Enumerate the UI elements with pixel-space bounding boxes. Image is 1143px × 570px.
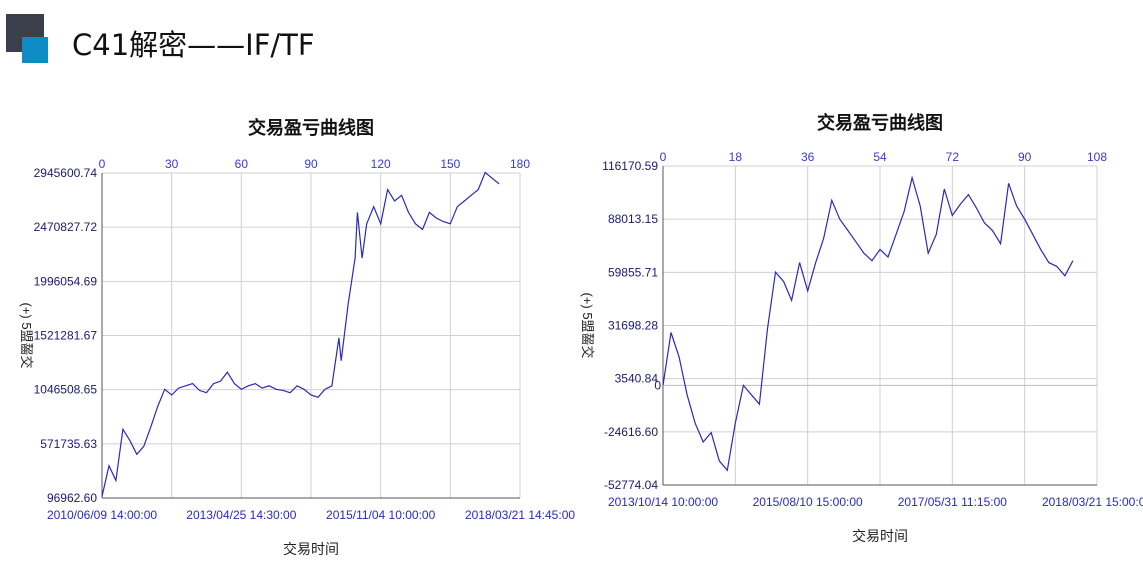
chart-panel-left: 交易盈亏曲线图 2945600.74 2470827.72 1996054.69 152…: [0, 100, 575, 566]
top-axis-tick-label: 90: [304, 157, 318, 171]
top-axis-tick-label: 0: [99, 157, 106, 171]
y-axis-label: (+) 5盟齧交: [580, 292, 595, 358]
y-tick-label: 571735.63: [40, 437, 97, 451]
y-tick-label: 59855.71: [608, 265, 658, 279]
y-tick-label: 1996054.69: [34, 274, 98, 288]
y-axis-label: (+) 5盟齧交: [19, 302, 34, 368]
top-axis-tick-label: 54: [873, 150, 887, 164]
chart-title: 交易盈亏曲线图: [248, 117, 374, 138]
y-tick-label: 88013.15: [608, 212, 658, 226]
logo-square-blue: [22, 37, 48, 63]
y-tick-label: 116170.59: [602, 159, 658, 173]
top-axis-tick-label: 90: [1018, 150, 1032, 164]
y-tick-label: 3540.84: [615, 372, 659, 386]
top-axis-tick-label: 108: [1087, 150, 1107, 164]
series-line: [662, 175, 1074, 472]
x-axis-label: 交易时间: [283, 541, 339, 557]
y-tick-label: -52774.04: [604, 478, 658, 492]
top-axis-tick-label: 60: [235, 157, 249, 171]
series-line: [101, 171, 500, 497]
y-tick-label: 31698.28: [608, 319, 658, 333]
top-axis-tick-label: 18: [729, 150, 743, 164]
chart-panel-right: 交易盈亏曲线图 116170.59 88013.15 59855.71 31698.28…: [575, 100, 1143, 566]
y-tick-label: 1046508.65: [34, 383, 98, 397]
x-tick-label: 2017/05/31 11:15:00: [898, 495, 1008, 509]
top-axis-tick-label: 150: [440, 157, 460, 171]
x-tick-label: 2015/11/04 10:00:00: [326, 508, 436, 522]
top-axis-tick-label: 180: [510, 157, 530, 171]
x-tick-label: 2010/06/09 14:00:00: [47, 508, 157, 522]
y-tick-label: 1521281.67: [34, 329, 98, 343]
top-axis-tick-label: 36: [801, 150, 815, 164]
zero-label: 0: [654, 378, 661, 392]
chart-right: 交易盈亏曲线图 116170.59 88013.15 59855.71 31698.28…: [580, 112, 1143, 544]
top-axis-tick-label: 120: [371, 157, 391, 171]
x-tick-label: 2015/08/10 15:00:00: [753, 495, 863, 509]
chart-left: 交易盈亏曲线图 2945600.74 2470827.72 1996054.69 152…: [19, 117, 575, 557]
slide-header: C41解密——IF/TF: [0, 0, 1143, 80]
top-axis-tick-label: 30: [165, 157, 179, 171]
x-axis-label: 交易时间: [852, 528, 908, 544]
y-tick-label: 2470827.72: [34, 220, 98, 234]
chart-title: 交易盈亏曲线图: [817, 112, 943, 133]
top-axis-tick-label: 72: [946, 150, 960, 164]
x-tick-label: 2013/10/14 10:00:00: [608, 495, 718, 509]
y-tick-label: 2945600.74: [34, 166, 98, 180]
page-title: C41解密——IF/TF: [72, 28, 315, 62]
x-tick-label: 2013/04/25 14:30:00: [186, 508, 296, 522]
top-axis-tick-label: 0: [660, 150, 667, 164]
x-tick-label: 2018/03/21 14:45:00: [465, 508, 575, 522]
y-tick-label: -24616.60: [604, 425, 658, 439]
y-tick-label: 96962.60: [47, 491, 97, 505]
x-tick-label: 2018/03/21 15:00:00: [1042, 495, 1143, 509]
